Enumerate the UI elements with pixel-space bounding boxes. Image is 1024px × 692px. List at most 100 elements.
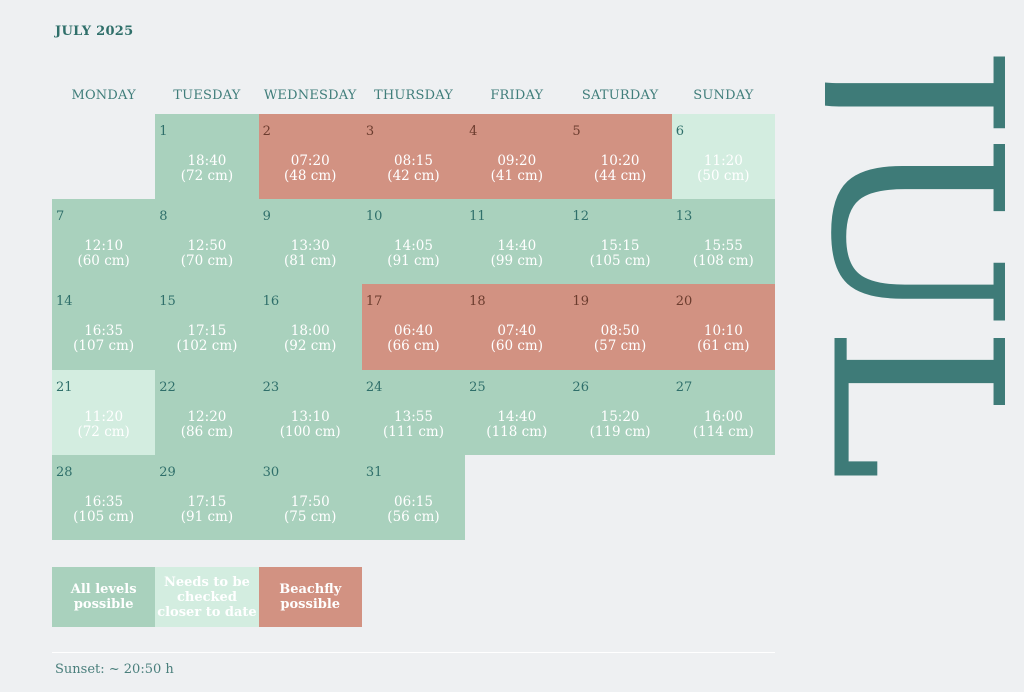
- day-level: (111 cm): [362, 425, 465, 440]
- day-level: (99 cm): [465, 254, 568, 269]
- day-cell-17[interactable]: 17 06:40 (66 cm): [362, 284, 465, 369]
- day-cell-8[interactable]: 8 12:50 (70 cm): [155, 199, 258, 284]
- day-level: (102 cm): [155, 339, 258, 354]
- day-time: 13:30: [259, 239, 362, 254]
- weekday-header: MONDAY TUESDAY WEDNESDAY THURSDAY FRIDAY…: [52, 88, 775, 103]
- day-level: (57 cm): [568, 339, 671, 354]
- day-cell-18[interactable]: 18 07:40 (60 cm): [465, 284, 568, 369]
- day-cell-23[interactable]: 23 13:10 (100 cm): [259, 370, 362, 455]
- day-level: (91 cm): [155, 510, 258, 525]
- day-number: 18: [469, 294, 486, 309]
- day-time: 13:55: [362, 410, 465, 425]
- day-cell-14[interactable]: 14 16:35 (107 cm): [52, 284, 155, 369]
- day-level: (91 cm): [362, 254, 465, 269]
- day-time: 10:10: [672, 324, 775, 339]
- day-level: (60 cm): [52, 254, 155, 269]
- day-number: 14: [56, 294, 73, 309]
- legend-all-levels: All levels possible: [52, 567, 155, 627]
- day-level: (105 cm): [52, 510, 155, 525]
- footer-divider: [52, 652, 775, 653]
- day-time: 08:15: [362, 154, 465, 169]
- day-level: (75 cm): [259, 510, 362, 525]
- day-cell-30[interactable]: 30 17:50 (75 cm): [259, 455, 362, 540]
- day-cell-3[interactable]: 3 08:15 (42 cm): [362, 114, 465, 199]
- day-cell-25[interactable]: 25 14:40 (118 cm): [465, 370, 568, 455]
- day-number: 5: [572, 124, 580, 139]
- day-cell-20[interactable]: 20 10:10 (61 cm): [672, 284, 775, 369]
- day-time: 08:50: [568, 324, 671, 339]
- day-level: (105 cm): [568, 254, 671, 269]
- day-number: 9: [263, 209, 271, 224]
- day-time: 12:20: [155, 410, 258, 425]
- day-number: 16: [263, 294, 280, 309]
- day-number: 4: [469, 124, 477, 139]
- day-cell-10[interactable]: 10 14:05 (91 cm): [362, 199, 465, 284]
- day-time: 07:40: [465, 324, 568, 339]
- day-level: (100 cm): [259, 425, 362, 440]
- day-cell-28[interactable]: 28 16:35 (105 cm): [52, 455, 155, 540]
- day-level: (108 cm): [672, 254, 775, 269]
- day-number: 13: [676, 209, 693, 224]
- weekday-saturday: SATURDAY: [568, 88, 671, 103]
- calendar-grid: 1 18:40 (72 cm) 2 07:20 (48 cm) 3 08:15 (42 cm) 4…: [52, 114, 775, 540]
- day-level: (119 cm): [568, 425, 671, 440]
- day-time: 17:50: [259, 495, 362, 510]
- day-cell-12[interactable]: 12 15:15 (105 cm): [568, 199, 671, 284]
- day-cell-26[interactable]: 26 15:20 (119 cm): [568, 370, 671, 455]
- day-cell-7[interactable]: 7 12:10 (60 cm): [52, 199, 155, 284]
- day-cell-13[interactable]: 13 15:55 (108 cm): [672, 199, 775, 284]
- day-time: 15:20: [568, 410, 671, 425]
- day-time: 06:15: [362, 495, 465, 510]
- day-level: (118 cm): [465, 425, 568, 440]
- weekday-friday: FRIDAY: [465, 88, 568, 103]
- day-number: 17: [366, 294, 383, 309]
- day-time: 14:40: [465, 239, 568, 254]
- day-cell-29[interactable]: 29 17:15 (91 cm): [155, 455, 258, 540]
- day-cell-11[interactable]: 11 14:40 (99 cm): [465, 199, 568, 284]
- day-cell-6[interactable]: 6 11:20 (50 cm): [672, 114, 775, 199]
- page-title: JULY 2025: [55, 24, 134, 39]
- weekday-tuesday: TUESDAY: [155, 88, 258, 103]
- day-level: (72 cm): [155, 169, 258, 184]
- day-level: (70 cm): [155, 254, 258, 269]
- weekday-sunday: SUNDAY: [672, 88, 775, 103]
- day-cell-16[interactable]: 16 18:00 (92 cm): [259, 284, 362, 369]
- sunset-note: Sunset: ~ 20:50 h: [55, 662, 174, 677]
- day-number: 21: [56, 380, 73, 395]
- day-number: 10: [366, 209, 383, 224]
- day-time: 07:20: [259, 154, 362, 169]
- day-cell-27[interactable]: 27 16:00 (114 cm): [672, 370, 775, 455]
- weekday-thursday: THURSDAY: [362, 88, 465, 103]
- weekday-monday: MONDAY: [52, 88, 155, 103]
- day-cell-19[interactable]: 19 08:50 (57 cm): [568, 284, 671, 369]
- day-number: 19: [572, 294, 589, 309]
- day-cell-24[interactable]: 24 13:55 (111 cm): [362, 370, 465, 455]
- day-cell-2[interactable]: 2 07:20 (48 cm): [259, 114, 362, 199]
- day-number: 29: [159, 465, 176, 480]
- day-cell-22[interactable]: 22 12:20 (86 cm): [155, 370, 258, 455]
- day-time: 14:05: [362, 239, 465, 254]
- day-cell-1[interactable]: 1 18:40 (72 cm): [155, 114, 258, 199]
- day-cell-21[interactable]: 21 11:20 (72 cm): [52, 370, 155, 455]
- day-level: (50 cm): [672, 169, 775, 184]
- day-level: (72 cm): [52, 425, 155, 440]
- day-time: 14:40: [465, 410, 568, 425]
- day-cell-31[interactable]: 31 06:15 (56 cm): [362, 455, 465, 540]
- day-number: 8: [159, 209, 167, 224]
- day-level: (81 cm): [259, 254, 362, 269]
- day-time: 17:15: [155, 495, 258, 510]
- day-time: 15:55: [672, 239, 775, 254]
- day-number: 2: [263, 124, 271, 139]
- day-cell-9[interactable]: 9 13:30 (81 cm): [259, 199, 362, 284]
- day-number: 1: [159, 124, 167, 139]
- day-cell-5[interactable]: 5 10:20 (44 cm): [568, 114, 671, 199]
- day-level: (48 cm): [259, 169, 362, 184]
- day-number: 12: [572, 209, 589, 224]
- day-cell-15[interactable]: 15 17:15 (102 cm): [155, 284, 258, 369]
- day-time: 09:20: [465, 154, 568, 169]
- day-number: 27: [676, 380, 693, 395]
- day-cell-4[interactable]: 4 09:20 (41 cm): [465, 114, 568, 199]
- day-level: (107 cm): [52, 339, 155, 354]
- empty-cell: [52, 114, 155, 199]
- day-level: (41 cm): [465, 169, 568, 184]
